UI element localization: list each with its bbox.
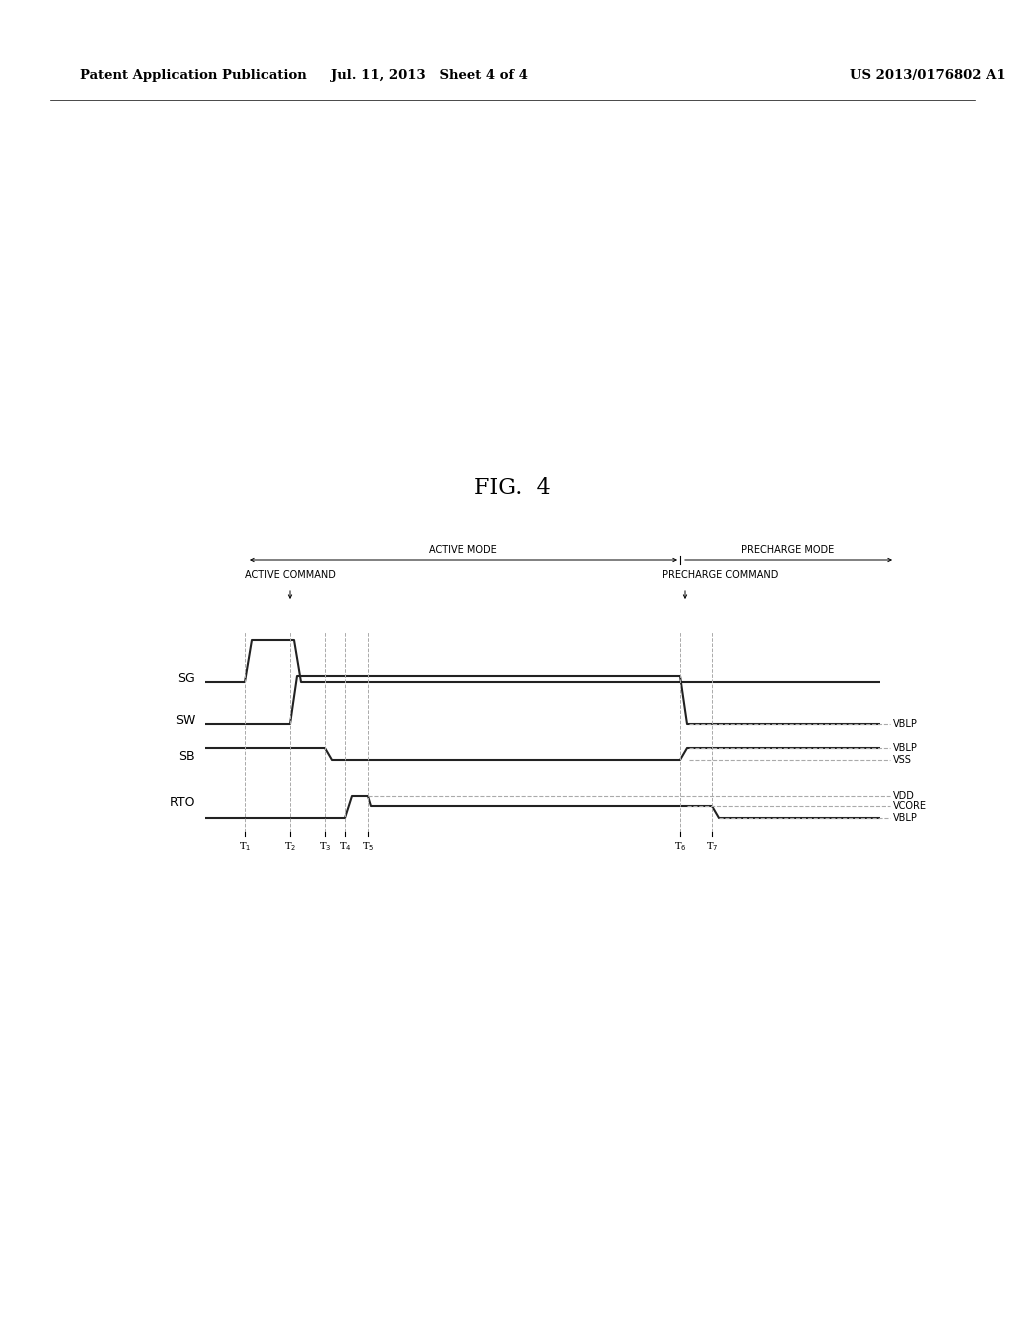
Text: Patent Application Publication: Patent Application Publication: [80, 69, 307, 82]
Text: T$_2$: T$_2$: [284, 840, 296, 853]
Text: ACTIVE COMMAND: ACTIVE COMMAND: [245, 570, 336, 579]
Text: FIG.  4: FIG. 4: [474, 477, 550, 499]
Text: T$_7$: T$_7$: [706, 840, 718, 853]
Text: RTO: RTO: [170, 796, 195, 808]
Text: SB: SB: [178, 750, 195, 763]
Text: US 2013/0176802 A1: US 2013/0176802 A1: [850, 69, 1006, 82]
Text: VDD: VDD: [893, 791, 914, 801]
Text: VBLP: VBLP: [893, 813, 918, 822]
Text: T$_1$: T$_1$: [239, 840, 251, 853]
Text: ACTIVE MODE: ACTIVE MODE: [429, 545, 497, 554]
Text: T$_6$: T$_6$: [674, 840, 686, 853]
Text: VBLP: VBLP: [893, 743, 918, 752]
Text: T$_4$: T$_4$: [339, 840, 351, 853]
Text: SG: SG: [177, 672, 195, 685]
Text: PRECHARGE COMMAND: PRECHARGE COMMAND: [662, 570, 778, 579]
Text: T$_5$: T$_5$: [361, 840, 374, 853]
Text: SW: SW: [175, 714, 195, 726]
Text: PRECHARGE MODE: PRECHARGE MODE: [741, 545, 835, 554]
Text: VSS: VSS: [893, 755, 912, 766]
Text: T$_3$: T$_3$: [318, 840, 331, 853]
Text: VBLP: VBLP: [893, 719, 918, 729]
Text: Jul. 11, 2013   Sheet 4 of 4: Jul. 11, 2013 Sheet 4 of 4: [332, 69, 528, 82]
Text: VCORE: VCORE: [893, 801, 927, 810]
